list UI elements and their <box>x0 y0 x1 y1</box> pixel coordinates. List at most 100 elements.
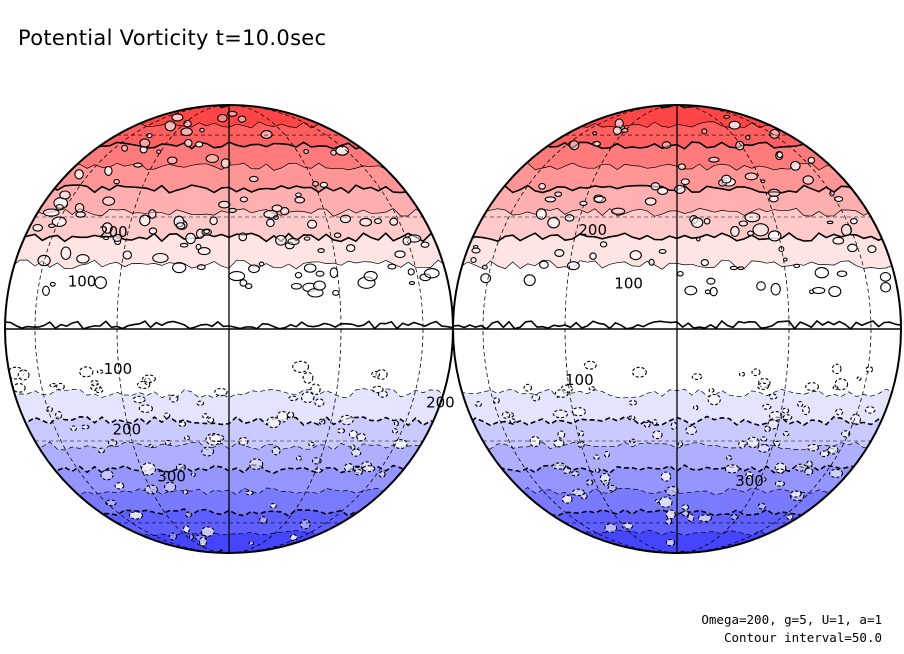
eddy-contour <box>811 286 826 295</box>
eddy-contour <box>769 411 783 421</box>
eddy-contour <box>691 373 703 381</box>
eddy-contour <box>583 360 597 370</box>
eddy-contour <box>197 247 211 256</box>
eddy-contour <box>75 211 86 218</box>
eddy-contour <box>599 241 608 248</box>
eddy-contour <box>259 516 268 524</box>
eddy-contour <box>276 410 289 423</box>
eddy-contour <box>773 440 781 447</box>
eddy-contour <box>156 149 162 154</box>
eddy-contour <box>37 254 51 267</box>
eddy-contour <box>80 424 90 430</box>
eddy-contour <box>789 490 802 498</box>
eddy-contour <box>840 223 852 237</box>
left-hemisphere: 100 200 100 200 300 200 <box>4 104 455 554</box>
eddy-contour <box>185 511 193 518</box>
eddy-contour <box>266 416 281 429</box>
eddy-contour <box>284 241 295 250</box>
eddy-contour <box>832 236 845 245</box>
eddy-contour <box>782 430 790 437</box>
eddy-contour <box>571 407 586 417</box>
eddy-contour <box>42 285 50 296</box>
eddy-contour <box>363 270 378 282</box>
eddy-contour <box>209 433 225 443</box>
eddy-contour <box>196 400 205 406</box>
eddy-contour <box>826 220 834 225</box>
eddy-contour <box>49 382 57 388</box>
eddy-contour <box>841 430 851 438</box>
eddy-contour <box>339 214 352 224</box>
eddy-contour <box>336 428 346 434</box>
eddy-contour <box>190 472 196 478</box>
eddy-contour <box>266 218 275 228</box>
eddy-contour <box>343 463 355 473</box>
contour-label: 200 <box>113 420 142 438</box>
eddy-contour <box>307 219 318 229</box>
eddy-contour <box>651 430 663 440</box>
eddy-contour <box>152 252 169 264</box>
eddy-contour <box>48 223 56 228</box>
eddy-contour <box>782 257 788 262</box>
eddy-contour <box>850 413 861 426</box>
eddy-contour <box>164 481 177 493</box>
eddy-contour <box>308 441 315 447</box>
eddy-contour <box>239 196 249 203</box>
eddy-contour <box>724 464 740 474</box>
eddy-contour <box>107 439 118 447</box>
eddy-contour <box>850 218 858 225</box>
eddy-contour <box>767 419 779 430</box>
eddy-contour <box>112 233 123 242</box>
eddy-contour <box>315 270 325 277</box>
eddy-contour <box>867 245 877 254</box>
eddy-contour <box>303 236 311 241</box>
eddy-contour <box>593 195 607 204</box>
eddy-contour <box>819 450 830 458</box>
eddy-contour <box>139 138 151 148</box>
eddy-contour <box>142 374 156 383</box>
eddy-contour <box>737 266 745 271</box>
eddy-contour <box>302 371 314 384</box>
eddy-contour <box>269 503 277 509</box>
eddy-contour <box>804 467 814 476</box>
eddy-contour <box>769 128 780 139</box>
eddy-contour <box>329 267 339 279</box>
eddy-contour <box>762 403 772 410</box>
eddy-contour <box>561 494 573 504</box>
eddy-contour <box>185 232 196 245</box>
eddy-contour <box>880 282 892 293</box>
eddy-contour <box>205 153 220 164</box>
eddy-contour <box>579 200 588 207</box>
eddy-contour <box>704 289 711 295</box>
eddy-contour <box>330 149 337 156</box>
eddy-contour <box>665 518 673 525</box>
eddy-contour <box>132 395 146 404</box>
eddy-contour <box>182 525 190 534</box>
eddy-contour <box>148 227 158 235</box>
eddy-contour <box>287 411 295 419</box>
eddy-contour <box>203 229 211 234</box>
eddy-contour <box>612 126 622 135</box>
contour-label: 100 <box>565 371 594 389</box>
eddy-contour <box>475 401 482 408</box>
eddy-contour <box>313 280 326 291</box>
eddy-contour <box>319 181 328 188</box>
parameters-note: Omega=200, g=5, U=1, a=1 <box>701 612 882 627</box>
eddy-contour <box>770 282 781 296</box>
right-hemisphere: 200 100 100 300 <box>452 104 902 554</box>
eddy-contour <box>98 447 105 454</box>
eddy-contour <box>148 209 157 219</box>
eddy-contour <box>183 119 192 128</box>
eddy-contour <box>374 218 382 225</box>
eddy-contour <box>709 286 718 297</box>
eddy-contour <box>557 430 566 439</box>
eddy-contour <box>594 467 601 474</box>
eddy-contour <box>588 386 596 391</box>
eddy-contour <box>318 418 326 425</box>
eddy-contour <box>681 510 690 517</box>
eddy-contour <box>423 268 440 279</box>
eddy-contour <box>188 534 195 540</box>
eddy-contour <box>102 196 116 206</box>
eddy-contour <box>94 276 107 289</box>
eddy-contour <box>794 463 808 472</box>
eddy-contour <box>693 404 699 411</box>
